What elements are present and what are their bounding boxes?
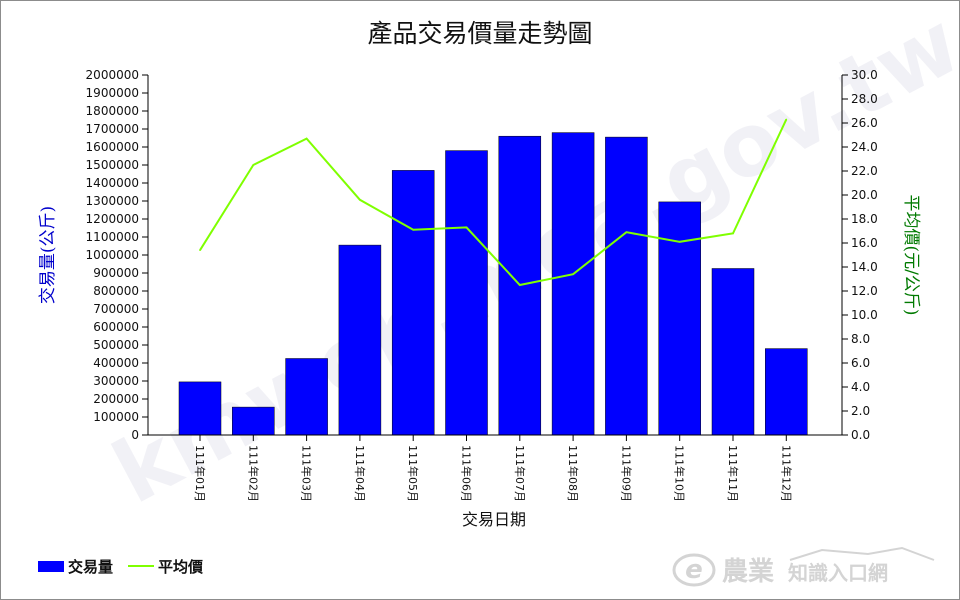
left-tick-label: 2000000	[86, 68, 139, 82]
category-label: 111年04月	[353, 445, 367, 502]
category-label: 111年05月	[406, 445, 420, 502]
logo-sub-text: 知識入口網	[788, 561, 888, 585]
category-label: 111年02月	[246, 445, 260, 502]
left-tick-label: 0	[131, 428, 139, 442]
left-tick-label: 1600000	[86, 140, 139, 154]
bar-3	[285, 358, 328, 436]
category-axis-ticks: 111年01月 111年02月 111年03月 111年04月 111年05月 111年0…	[193, 435, 793, 502]
price-point-10	[678, 241, 681, 243]
right-tick-label: 12.0	[851, 284, 878, 298]
left-tick-label: 1800000	[86, 104, 139, 118]
legend-label-volume: 交易量	[68, 558, 113, 576]
right-tick-label: 10.0	[851, 308, 878, 322]
bar-5	[391, 170, 435, 436]
right-tick-label: 6.0	[851, 356, 870, 370]
left-tick-label: 300000	[93, 374, 139, 388]
price-line	[199, 118, 788, 287]
logo-emblem-icon	[672, 553, 716, 587]
line-layer	[199, 118, 788, 287]
chart-title: 產品交易價量走勢圖	[367, 19, 592, 48]
category-label: 111年08月	[566, 445, 580, 502]
logo-main-text: 農業	[722, 557, 774, 587]
category-label: 111年12月	[779, 445, 793, 502]
price-point-7	[519, 284, 521, 286]
left-tick-label: 1100000	[86, 230, 139, 244]
right-tick-label: 16.0	[851, 236, 878, 250]
left-tick-label: 200000	[93, 392, 139, 406]
price-point-8	[572, 273, 574, 276]
left-tick-label: 1300000	[86, 194, 139, 208]
price-point-3	[305, 137, 308, 140]
left-tick-label: 400000	[93, 356, 139, 370]
price-point-5	[412, 229, 415, 231]
price-point-12	[785, 118, 788, 121]
bar-6	[445, 150, 488, 436]
category-label: 111年09月	[619, 445, 633, 502]
site-logo: e 農業 知識入口網	[672, 546, 935, 587]
bar-12	[765, 348, 808, 436]
right-tick-label: 24.0	[851, 140, 878, 154]
right-tick-label: 14.0	[851, 260, 878, 274]
price-point-11	[732, 232, 734, 235]
left-tick-label: 600000	[93, 320, 139, 334]
bar-4	[338, 244, 382, 436]
logo-roof-icon	[789, 546, 935, 561]
legend-label-price: 平均價	[158, 558, 204, 576]
left-tick-label: 900000	[93, 266, 139, 280]
bar-11	[711, 268, 755, 436]
bar-2	[232, 406, 275, 436]
price-point-2	[252, 164, 255, 166]
category-label: 111年07月	[513, 445, 527, 502]
right-tick-label: 28.0	[851, 92, 878, 106]
category-label: 111年03月	[300, 445, 314, 502]
right-tick-label: 8.0	[851, 332, 870, 346]
price-point-4	[359, 199, 361, 201]
right-axis-title: 平均價(元/公斤)	[901, 195, 921, 316]
left-axis-title: 交易量(公斤)	[38, 206, 58, 304]
left-tick-label: 700000	[93, 302, 139, 316]
left-tick-label: 100000	[93, 410, 139, 424]
category-label: 111年10月	[673, 445, 687, 502]
left-tick-label: 1000000	[86, 248, 139, 262]
x-axis-title: 交易日期	[462, 510, 526, 529]
left-tick-label: 1400000	[86, 176, 139, 190]
right-axis-ticks: 0.0 2.0 4.0 6.0 8.0 10.0 12.0 14.0 16.0 18.0 20.0 2…	[842, 68, 878, 442]
right-tick-label: 2.0	[851, 404, 870, 418]
right-tick-label: 0.0	[851, 428, 870, 442]
legend: 交易量 平均價	[38, 558, 204, 576]
right-tick-label: 26.0	[851, 116, 878, 130]
price-point-6	[465, 226, 468, 229]
bar-10	[658, 201, 701, 436]
left-tick-label: 500000	[93, 338, 139, 352]
left-tick-label: 1900000	[86, 86, 139, 100]
category-label: 111年11月	[726, 445, 740, 502]
right-tick-label: 4.0	[851, 380, 870, 394]
price-point-9	[625, 231, 628, 233]
right-tick-label: 18.0	[851, 212, 878, 226]
bar-1	[178, 381, 222, 436]
left-tick-label: 1700000	[86, 122, 139, 136]
logo-emblem-letter: e	[685, 555, 703, 585]
price-point-1	[199, 249, 201, 251]
left-tick-label: 1500000	[86, 158, 139, 172]
bars-layer	[178, 132, 808, 436]
legend-swatch-volume	[38, 561, 64, 572]
left-tick-label: 1200000	[86, 212, 139, 226]
bar-8	[551, 132, 595, 436]
right-tick-label: 20.0	[851, 188, 878, 202]
left-axis-ticks: 0 100000 200000 300000 400000 500000 600000 700…	[86, 68, 148, 442]
category-label: 111年06月	[460, 445, 474, 502]
right-tick-label: 30.0	[851, 68, 878, 82]
category-label: 111年01月	[193, 445, 207, 502]
left-tick-label: 800000	[93, 284, 139, 298]
right-tick-label: 22.0	[851, 164, 878, 178]
bar-9	[605, 136, 648, 436]
